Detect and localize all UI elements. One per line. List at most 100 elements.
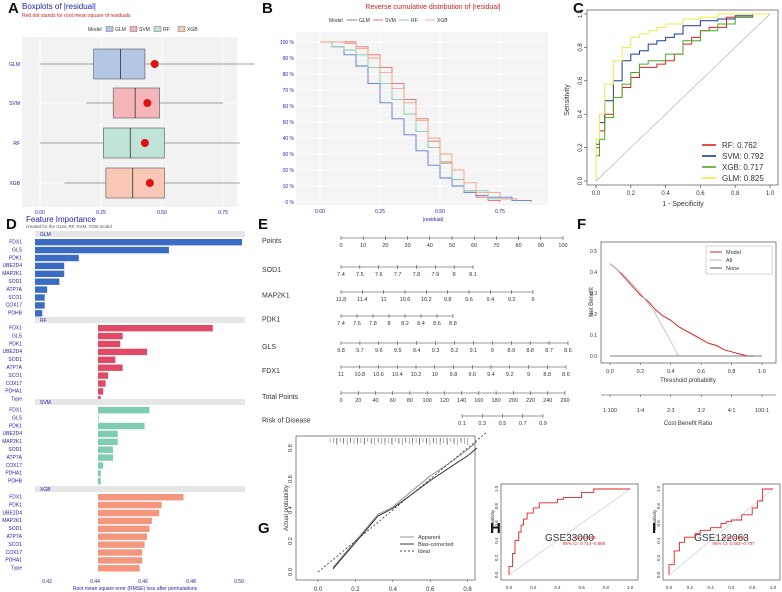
legend-label-glm: GLM: 0.825 <box>722 174 764 183</box>
nomogram-tick-label: 11.4 <box>357 297 367 303</box>
strip-rf <box>35 317 245 323</box>
auc-annotation: 95% CI: 0.502–0.707 <box>712 541 755 546</box>
nomogram-row-sod1: SOD1 <box>262 267 281 274</box>
x-tick-label: 0.6 <box>426 587 435 592</box>
y-tick-label: 60 % <box>283 104 295 110</box>
nomogram-row-map2k1: MAP2K1 <box>262 292 290 299</box>
importance-bar-svm-pdk1 <box>98 422 145 430</box>
strip-label-glm: GLM <box>40 232 51 238</box>
y-tick-label: 0.4 <box>656 537 661 544</box>
x2-tick-label: 1:100 <box>603 408 617 414</box>
strip-label-xgb: XGB <box>40 487 51 493</box>
nomogram-tick-label: 9.7 <box>356 348 364 354</box>
legend-swatch-rf <box>153 26 162 32</box>
nomogram-tick-label: 9.8 <box>444 297 452 303</box>
importance-bar-svm-map2k1 <box>98 438 118 445</box>
importance-bar-glm-sod1 <box>35 278 60 285</box>
x-tick-label: 0.8 <box>603 585 610 590</box>
importance-bar-xgb-atp7a <box>98 533 148 540</box>
feature-label-sod1: SOD1 <box>8 279 22 285</box>
x2-tick-label: 1:4 <box>637 408 645 414</box>
nomogram-tick-label: 180 <box>491 398 500 404</box>
importance-bar-svm-ube2d4 <box>98 430 118 438</box>
nomogram-tick-label: 160 <box>474 398 483 404</box>
y-tick-label: 0.6 <box>494 520 499 527</box>
x-tick-label: 0.6 <box>578 585 585 590</box>
feature-label-sco1: SCO1 <box>8 373 22 379</box>
y-tick-label: 40 % <box>283 136 295 142</box>
importance-bar-glm-cox17 <box>35 302 45 309</box>
feature-label-ube2d4: UBE2D4 <box>3 431 23 437</box>
strip-label-rf: RF <box>40 318 47 324</box>
y-tick-label: 0 % <box>285 200 294 206</box>
panel-b-title: Reverse cumulative distribution of |resi… <box>365 4 500 11</box>
x-tick-label: 1.0 <box>766 191 775 197</box>
nomogram-tick-label: 0.5 <box>499 421 507 427</box>
x-tick-label: 0.6 <box>697 369 705 375</box>
feature-label-sod1: SOD1 <box>8 357 22 363</box>
box-xgb <box>105 167 165 199</box>
panel-f-ylabel: Net Benefit <box>589 287 595 317</box>
y-tick-label: 0.3 <box>590 291 597 297</box>
legend-label-apparent: Apparent <box>418 535 441 541</box>
nomogram-tick-label: 8 <box>387 321 390 327</box>
x-tick-label: 0.6 <box>728 585 735 590</box>
feature-label-atp7a: ATP7A <box>7 365 23 371</box>
dca-line-model <box>609 263 755 357</box>
x-tick-label: 0.6 <box>696 191 705 197</box>
nomogram-tick-label: 9.1 <box>470 348 478 354</box>
feature-label-fdx1: FDX1 <box>9 326 22 332</box>
y-tick-label: 0.2 <box>578 143 584 152</box>
x-tick-label: 0.8 <box>728 369 736 375</box>
legend-label-rf: RF <box>411 18 418 24</box>
feature-label-sco1: SCO1 <box>8 542 22 548</box>
y-tick-label-svm: SVM <box>9 101 20 107</box>
x-tick-label: 0.50 <box>234 579 244 585</box>
feature-label-cox17: COX17 <box>6 550 23 556</box>
panel-f-frame <box>600 241 777 364</box>
feature-label-pdha1: PDHA1 <box>5 471 22 477</box>
x-tick-label: 1.0 <box>627 585 634 590</box>
nomogram-row-points: Points <box>262 238 282 245</box>
panel-c-ylabel: Sensitivity <box>564 84 571 116</box>
importance-bar-glm-fdx1 <box>35 239 242 246</box>
y-tick-label: 0.6 <box>578 76 584 85</box>
legend-label-xgb: XGB: 0.717 <box>722 163 764 172</box>
calibration-line-bias-corrected <box>332 447 478 570</box>
nomogram-tick-label: 80 <box>407 398 413 404</box>
y-tick-label: 0.2 <box>656 554 661 561</box>
legend-label-glm: GLM <box>359 18 370 24</box>
y-tick-label: 0.6 <box>656 520 661 527</box>
importance-bar-svm-pdhb <box>98 478 101 485</box>
y-tick-label: 0.0 <box>590 354 597 360</box>
ecdf-line-rf <box>320 41 518 202</box>
x2-tick-label: 100:1 <box>755 408 769 414</box>
importance-bar-xgb-pdk1 <box>98 501 162 509</box>
nomogram-tick-label: 40 <box>372 398 378 404</box>
nomogram-tick-label: 7.6 <box>353 321 361 327</box>
legend-label-svm: SVM <box>385 18 396 24</box>
x-tick-label: 0.2 <box>530 585 537 590</box>
y-tick-label: 0.0 <box>656 571 661 578</box>
nomogram-tick-label: 7.8 <box>369 321 377 327</box>
legend-swatch-svm <box>129 26 138 32</box>
nomogram-tick-label: 100 <box>558 243 567 249</box>
feature-label-ube2d4: UBE2D4 <box>3 349 23 355</box>
y-tick-label: 0.1 <box>590 333 597 339</box>
nomogram-tick-label: 9.2 <box>508 297 516 303</box>
nomogram-tick-label: 0.7 <box>519 421 527 427</box>
feature-label-map2k1: MAP2K1 <box>2 518 22 524</box>
panel-label-D: D <box>6 216 17 233</box>
panel-h-title: GSE33000 <box>545 533 594 544</box>
importance-bar-rf-sco1 <box>98 372 109 379</box>
panel-label-H: H <box>490 520 501 537</box>
feature-label-pdhb: PDHB <box>8 479 23 485</box>
feature-label-atp7a: ATP7A <box>7 534 23 540</box>
y-tick-label: 0.0 <box>288 568 294 576</box>
feature-label-gls: GLS <box>12 333 23 339</box>
importance-bar-rf-sod1 <box>98 356 116 363</box>
panel-label-I: I <box>652 520 656 537</box>
rmse-dot-rf <box>140 139 149 147</box>
panel-a-subtitle: Red dot stands for root mean square of r… <box>22 13 131 19</box>
